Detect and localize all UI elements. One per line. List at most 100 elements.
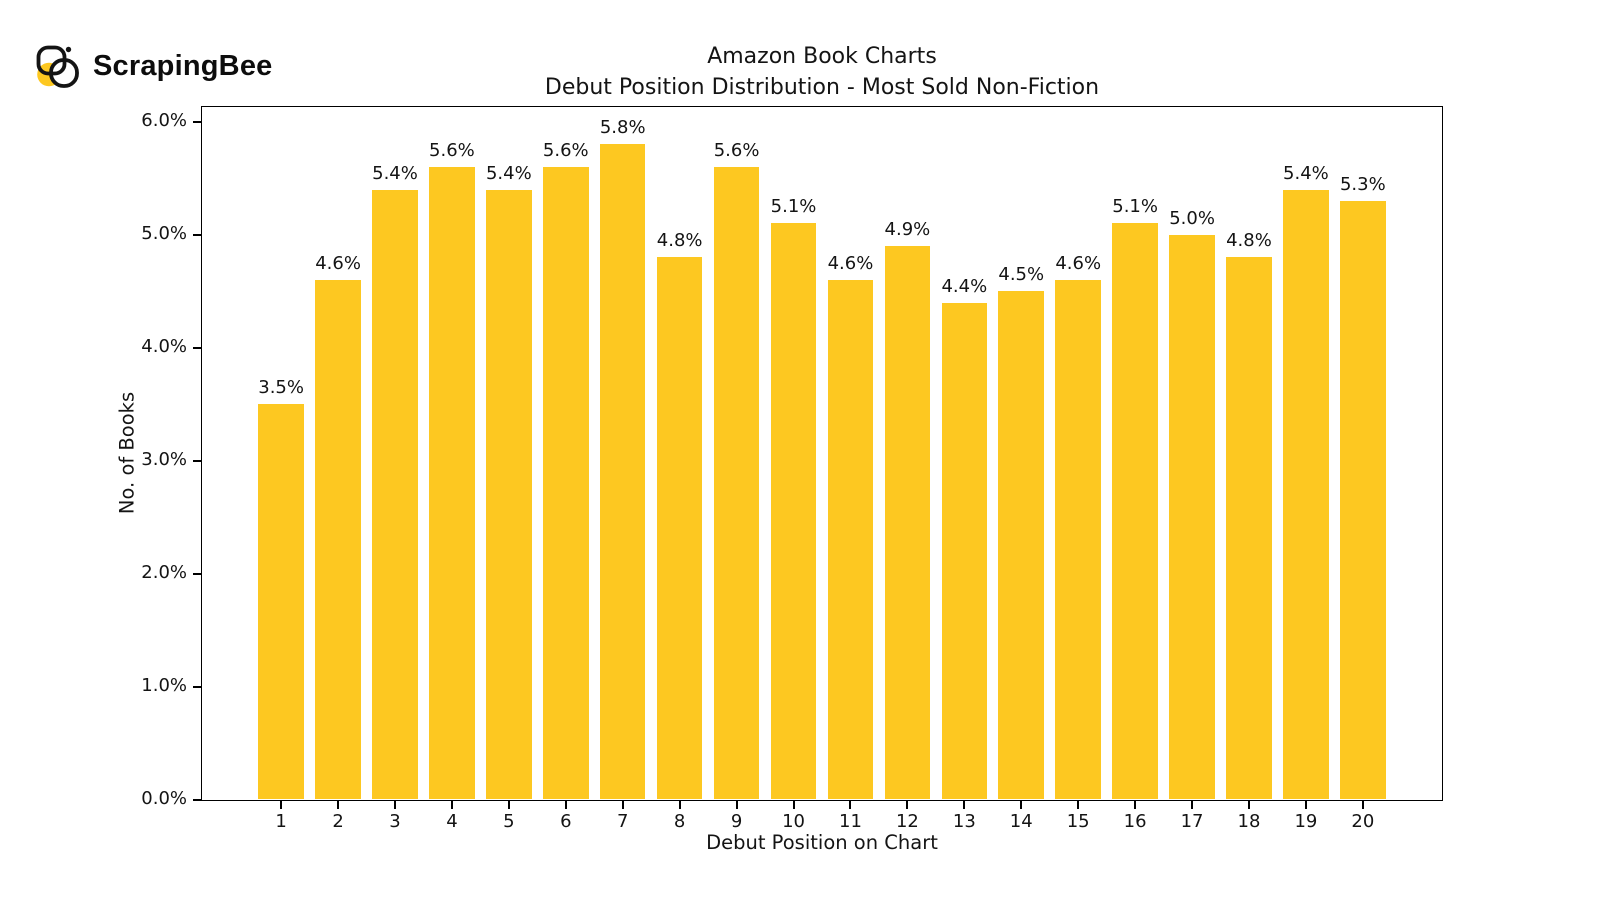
y-tick-label: 1.0% bbox=[141, 674, 187, 696]
x-tick-label: 9 bbox=[730, 811, 743, 832]
bar-value-label: 3.5% bbox=[258, 377, 304, 399]
bar-value-label: 5.1% bbox=[1112, 196, 1158, 218]
bar bbox=[1340, 200, 1386, 799]
bar bbox=[884, 246, 931, 799]
x-tick-mark bbox=[1191, 800, 1194, 809]
y-tick-mark bbox=[193, 572, 202, 575]
y-tick-mark bbox=[193, 120, 202, 123]
bar-value-label: 4.4% bbox=[941, 275, 988, 297]
bar-value-label: 4.9% bbox=[884, 219, 931, 241]
bar bbox=[827, 279, 874, 799]
y-tick-mark bbox=[193, 346, 202, 349]
bar bbox=[372, 189, 418, 799]
x-tick-mark bbox=[849, 800, 852, 809]
bar bbox=[770, 223, 817, 799]
bar bbox=[1283, 189, 1329, 799]
bar-value-label: 5.6% bbox=[542, 139, 589, 161]
bar bbox=[1169, 234, 1215, 799]
bar-value-label: 5.4% bbox=[485, 162, 532, 184]
x-tick-label: 6 bbox=[560, 811, 572, 832]
y-tick-label: 3.0% bbox=[141, 448, 187, 470]
x-tick-mark bbox=[678, 800, 681, 809]
x-tick-label: 15 bbox=[1066, 811, 1090, 832]
x-tick-mark bbox=[1077, 800, 1080, 809]
bar-value-label: 4.8% bbox=[1226, 230, 1272, 252]
bar-value-label: 5.8% bbox=[599, 117, 646, 139]
x-tick-label: 4 bbox=[446, 811, 458, 832]
x-tick-mark bbox=[280, 800, 283, 809]
bar-value-label: 5.3% bbox=[1339, 173, 1386, 195]
bar bbox=[543, 166, 589, 799]
title-block: Amazon Book Charts Debut Position Distri… bbox=[202, 41, 1442, 103]
x-tick-label: 8 bbox=[673, 811, 686, 832]
x-tick-label: 3 bbox=[389, 811, 401, 832]
y-tick-label: 4.0% bbox=[141, 335, 187, 357]
x-tick-label: 20 bbox=[1351, 811, 1375, 832]
bar-value-label: 4.6% bbox=[827, 252, 874, 274]
x-tick-label: 18 bbox=[1237, 811, 1261, 832]
x-tick-mark bbox=[337, 800, 340, 809]
x-tick-mark bbox=[1361, 800, 1364, 809]
x-tick-label: 2 bbox=[332, 811, 344, 832]
x-tick-label: 13 bbox=[952, 811, 976, 832]
chart-title: Amazon Book Charts bbox=[707, 44, 937, 69]
bar bbox=[599, 144, 646, 799]
bar-value-label: 5.4% bbox=[1283, 162, 1329, 184]
scrapingbee-bee-icon bbox=[36, 45, 79, 88]
bar-value-label: 4.5% bbox=[998, 264, 1045, 286]
bar-value-label: 5.0% bbox=[1169, 207, 1215, 229]
x-tick-label: 10 bbox=[782, 811, 805, 832]
bar-value-label: 4.6% bbox=[1055, 252, 1102, 274]
bar bbox=[1112, 223, 1158, 799]
x-tick-mark bbox=[564, 800, 567, 809]
bar-value-label: 4.8% bbox=[656, 230, 703, 252]
y-tick-mark bbox=[193, 685, 202, 688]
x-tick-label: 7 bbox=[617, 811, 629, 832]
x-tick-label: 16 bbox=[1123, 811, 1147, 832]
bar bbox=[429, 166, 475, 799]
x-axis-title: Debut Position on Chart bbox=[706, 831, 938, 854]
x-tick-mark bbox=[792, 800, 795, 809]
y-tick-mark bbox=[193, 459, 202, 462]
bar bbox=[486, 189, 532, 799]
logo-text: ScrapingBee bbox=[93, 49, 273, 82]
bar-value-label: 5.6% bbox=[713, 139, 760, 161]
x-tick-mark bbox=[1020, 800, 1023, 809]
x-tick-mark bbox=[1134, 800, 1137, 809]
x-tick-mark bbox=[963, 800, 966, 809]
bar bbox=[941, 302, 988, 799]
bar bbox=[713, 166, 760, 799]
bar bbox=[258, 404, 304, 799]
y-tick-mark bbox=[193, 233, 202, 236]
x-tick-label: 12 bbox=[895, 811, 919, 832]
x-tick-mark bbox=[1304, 800, 1307, 809]
y-tick-label: 5.0% bbox=[141, 222, 187, 244]
x-tick-mark bbox=[507, 800, 510, 809]
x-tick-label: 14 bbox=[1009, 811, 1033, 832]
y-axis-title: No. of Books bbox=[115, 391, 139, 515]
y-tick-label: 2.0% bbox=[141, 561, 187, 583]
x-tick-mark bbox=[735, 800, 738, 809]
y-tick-label: 6.0% bbox=[141, 109, 187, 131]
x-tick-label: 19 bbox=[1294, 811, 1318, 832]
x-tick-label: 1 bbox=[275, 811, 287, 832]
bar-value-label: 5.6% bbox=[429, 139, 475, 161]
x-tick-mark bbox=[906, 800, 909, 809]
bar bbox=[998, 291, 1045, 799]
bar-value-label: 4.6% bbox=[315, 252, 361, 274]
x-tick-mark bbox=[394, 800, 396, 809]
x-tick-mark bbox=[1247, 800, 1250, 809]
y-tick-label: 0.0% bbox=[141, 788, 187, 809]
bar bbox=[1055, 279, 1101, 799]
bar bbox=[315, 279, 361, 799]
x-tick-mark bbox=[450, 800, 453, 809]
bar-value-label: 5.4% bbox=[372, 162, 418, 184]
y-tick-mark bbox=[193, 799, 202, 801]
bar-value-label: 5.1% bbox=[770, 196, 817, 218]
x-tick-mark bbox=[621, 800, 624, 809]
bar bbox=[1226, 257, 1272, 799]
bar bbox=[656, 257, 703, 799]
x-tick-label: 11 bbox=[839, 811, 862, 832]
chart-subtitle: Debut Position Distribution - Most Sold … bbox=[544, 75, 1100, 100]
